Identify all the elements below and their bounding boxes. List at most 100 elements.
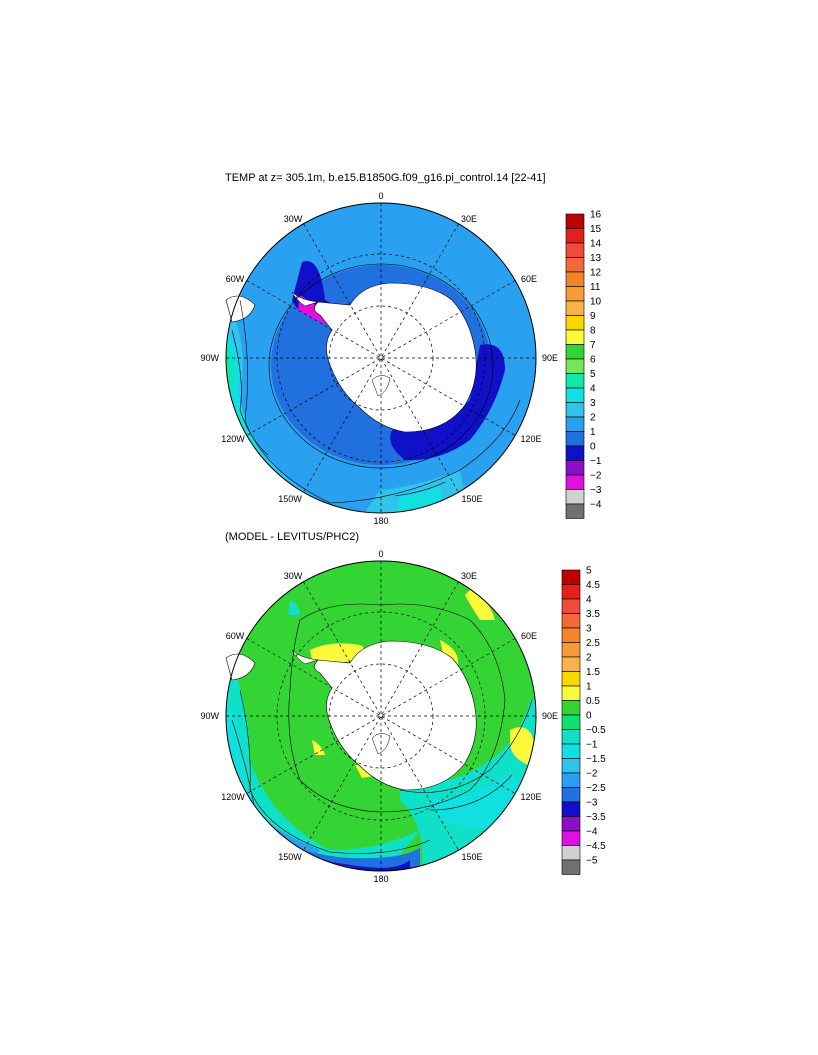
bottom-panel-title: (MODEL - LEVITUS/PHC2) (225, 531, 360, 543)
top-colorbar-swatch (565, 373, 585, 389)
top-colorbar-tick-label: 2 (590, 413, 596, 424)
top-colorbar-swatch (565, 315, 585, 331)
top-colorbar-swatch (565, 503, 585, 519)
bottom-colorbar-swatch (561, 642, 581, 658)
bottom-colorbar-tick-label: −0.5 (586, 725, 606, 736)
bottom-colorbar-tick-label: −4.5 (586, 841, 606, 852)
top-colorbar-tick-label: −4 (590, 500, 602, 511)
bottom-colorbar-swatch (561, 584, 581, 600)
top-colorbar-tick-label: 4 (590, 384, 596, 395)
top-colorbar-swatch (565, 242, 585, 258)
bottom-colorbar-swatch (561, 758, 581, 774)
bottom-colorbar-tick-label: 3 (586, 624, 592, 635)
lon-label-0: 0 (378, 549, 383, 559)
top-colorbar-swatch (565, 300, 585, 316)
lon-label-120w: 120W (221, 434, 245, 444)
bottom-colorbar-tick-label: 1 (586, 682, 592, 693)
lon-label-120w: 120W (221, 792, 245, 802)
bottom-colorbar: 5 4.5 4 3.5 3 2.5 2 1.5 1 0.5 0 −0.5 −1 −1.5 −2 −2.5 −3 −… (561, 566, 606, 875)
lon-label-90w: 90W (200, 711, 219, 721)
top-colorbar-tick-label: 9 (590, 311, 596, 322)
lon-label-30e: 30E (461, 571, 477, 581)
bottom-south-america-land (225, 653, 256, 681)
bottom-map-border (225, 560, 537, 872)
top-panel-title: TEMP at z= 305.1m, b.e15.B1850G.f09_g16.… (225, 172, 546, 184)
lon-label-30w: 30W (284, 571, 303, 581)
top-colorbar-tick-label: 5 (590, 369, 596, 380)
lon-label-150w: 150W (278, 494, 302, 504)
bottom-colorbar-swatch (561, 859, 581, 875)
lon-label-120e: 120E (520, 434, 541, 444)
bottom-colorbar-swatch (561, 569, 581, 585)
lon-label-120e: 120E (520, 792, 541, 802)
bottom-colorbar-tick-label: 4 (586, 595, 592, 606)
bottom-colorbar-swatch (561, 598, 581, 614)
bottom-colorbar-swatch (561, 801, 581, 817)
top-colorbar-tick-label: −1 (590, 456, 602, 467)
bottom-colorbar-tick-label: −4 (586, 827, 598, 838)
bottom-colorbar-tick-label: 3.5 (586, 609, 600, 620)
bottom-colorbar-tick-label: −3 (586, 798, 598, 809)
top-colorbar-swatch (565, 460, 585, 476)
bottom-colorbar-tick-label: 2.5 (586, 638, 600, 649)
top-colorbar-swatch (565, 416, 585, 432)
bottom-colorbar-swatch (561, 714, 581, 730)
bottom-colorbar-swatch (561, 671, 581, 687)
top-colorbar-tick-label: 14 (590, 239, 602, 250)
top-colorbar-tick-label: −3 (590, 485, 602, 496)
top-colorbar-tick-label: 11 (590, 282, 601, 293)
lon-label-30e: 30E (461, 214, 477, 224)
bottom-colorbar-swatch (561, 685, 581, 701)
bottom-contour-lines (231, 603, 533, 854)
top-colorbar-swatch (565, 358, 585, 374)
bottom-colorbar-tick-label: −3.5 (586, 812, 606, 823)
bottom-graticule (226, 561, 536, 871)
top-colorbar-swatch (565, 344, 585, 360)
top-colorbar-tick-label: 13 (590, 253, 602, 264)
bottom-colorbar-tick-label: 4.5 (586, 580, 600, 591)
lon-label-0: 0 (378, 191, 383, 201)
top-colorbar-swatch (565, 257, 585, 273)
top-graticule (226, 203, 536, 513)
top-colorbar-tick-label: 3 (590, 398, 596, 409)
top-colorbar-swatch (565, 445, 585, 461)
lon-label-30w: 30W (284, 214, 303, 224)
bottom-longitude-labels: 0 180 90W 90E 30W 60W 30E 60E 120W 150W … (200, 549, 558, 884)
bottom-colorbar-tick-label: −2 (586, 769, 598, 780)
bottom-colorbar-swatch (561, 743, 581, 759)
top-antarctica-land (314, 282, 477, 433)
lon-label-180: 180 (373, 874, 388, 884)
top-colorbar-tick-label: 8 (590, 326, 596, 337)
top-colorbar-tick-label: 1 (590, 427, 596, 438)
bottom-colorbar-swatch (561, 787, 581, 803)
bottom-colorbar-swatch (561, 816, 581, 832)
bottom-colorbar-tick-label: 0 (586, 711, 592, 722)
bottom-colorbar-tick-label: −1.5 (586, 754, 606, 765)
top-polar-map (225, 202, 537, 514)
bottom-colorbar-tick-label: 0.5 (586, 696, 600, 707)
bottom-polar-map (225, 560, 537, 872)
bottom-colorbar-swatch (561, 613, 581, 629)
lon-label-90w: 90W (200, 353, 219, 363)
top-colorbar-swatch (565, 213, 585, 229)
top-colorbar-tick-label: 10 (590, 297, 602, 308)
top-colorbar-swatch (565, 474, 585, 490)
top-colorbar-swatch (565, 329, 585, 345)
lon-label-90e: 90E (542, 711, 558, 721)
top-map-border (225, 202, 537, 514)
top-colorbar-tick-label: −2 (590, 471, 602, 482)
top-colorbar-swatch (565, 402, 585, 418)
bottom-colorbar-tick-label: −5 (586, 856, 598, 867)
bottom-colorbar-tick-label: 1.5 (586, 667, 600, 678)
bottom-colorbar-swatch (561, 700, 581, 716)
bottom-colorbar-swatch (561, 656, 581, 672)
lon-label-150e: 150E (461, 852, 482, 862)
top-longitude-labels: 0 180 90W 90E 30W 60W 30E 60E 120W 150W … (200, 191, 558, 526)
top-colorbar-swatch (565, 431, 585, 447)
top-colorbar-tick-label: 0 (590, 442, 596, 453)
bottom-colorbar-swatch (561, 830, 581, 846)
bottom-colorbar-swatch (561, 729, 581, 745)
bottom-antarctica-land (314, 640, 477, 791)
